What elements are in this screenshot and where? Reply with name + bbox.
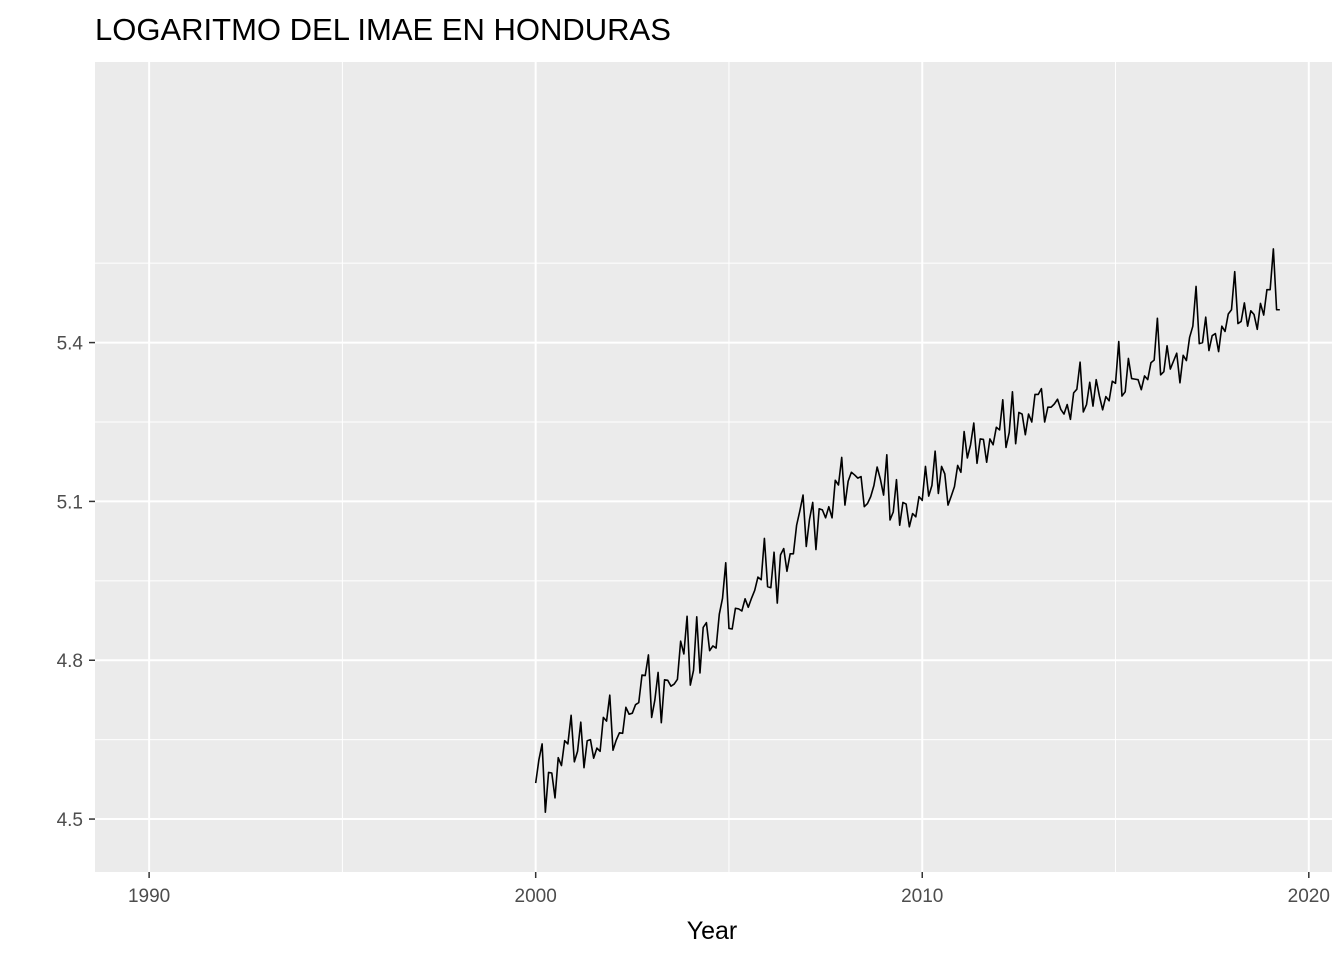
y-tick-label: 5.1 bbox=[57, 492, 83, 513]
y-tick-label: 4.5 bbox=[57, 810, 83, 831]
x-tick-label: 2010 bbox=[901, 886, 943, 907]
minor-gridlines bbox=[95, 62, 1332, 872]
y-tick-label: 4.8 bbox=[57, 651, 83, 672]
x-axis-title: Year bbox=[687, 917, 738, 945]
series-layer bbox=[534, 248, 1280, 813]
major-gridlines bbox=[95, 62, 1332, 872]
x-axis: 1990 2000 2010 2020 bbox=[128, 872, 1330, 907]
y-axis: 4.5 4.8 5.1 5.4 bbox=[57, 334, 95, 831]
x-tick-label: 2020 bbox=[1288, 886, 1330, 907]
plot-panel bbox=[95, 62, 1332, 872]
x-tick-label: 2000 bbox=[515, 886, 557, 907]
y-tick-label: 5.4 bbox=[57, 334, 84, 355]
x-tick-label: 1990 bbox=[128, 886, 170, 907]
series-line bbox=[534, 248, 1280, 813]
chart-title: LOGARITMO DEL IMAE EN HONDURAS bbox=[95, 12, 671, 47]
